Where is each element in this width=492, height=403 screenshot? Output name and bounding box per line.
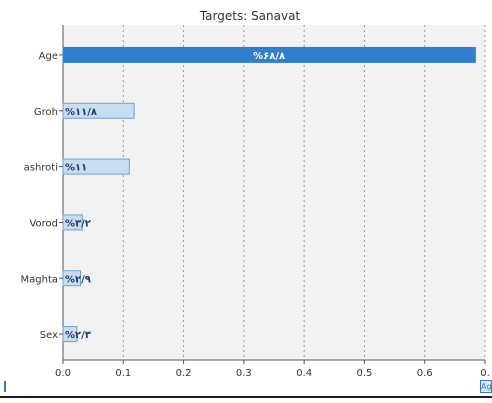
bottom-border [0, 396, 492, 398]
y-tick-label: Maghta [21, 274, 59, 285]
x-tick-label: 0.0 [55, 368, 71, 379]
data-label-4: %۲/۹ [65, 274, 91, 285]
y-tick-label: Age [39, 51, 58, 62]
plot-background [63, 25, 485, 360]
data-label-5: %۲/۳ [65, 330, 91, 341]
y-tick-label: Sex [40, 330, 58, 341]
x-tick-label: 0.2 [176, 368, 192, 379]
scroll-marker [4, 381, 6, 392]
grid-lines [122, 25, 486, 360]
x-tick-label: 0.3 [236, 368, 252, 379]
chart-title: Targets: Sanavat [199, 9, 301, 23]
y-tick-labels: Age Groh ashroti Vorod Maghta Sex [21, 51, 63, 341]
data-label-0: %۶۸/۸ [253, 51, 285, 62]
x-tick-label: 0.1 [115, 368, 131, 379]
y-tick-label: Groh [34, 107, 58, 118]
x-tick-labels: 0.0 0.1 0.2 0.3 0.4 0.5 0.6 0. [55, 360, 490, 379]
x-tick-label: 0.4 [296, 368, 312, 379]
x-tick-label: 0.5 [356, 368, 372, 379]
y-tick-label: ashroti [24, 163, 58, 174]
y-tick-label: Vorod [26, 218, 58, 229]
data-label-2: %۱۱ [65, 163, 87, 174]
data-label-3: %۳/۲ [65, 218, 91, 229]
x-tick-label: 0.6 [417, 368, 433, 379]
corner-tag: Ag [480, 380, 492, 393]
data-label-1: %۱۱/۸ [65, 107, 97, 118]
x-tick-label: 0. [480, 368, 490, 379]
